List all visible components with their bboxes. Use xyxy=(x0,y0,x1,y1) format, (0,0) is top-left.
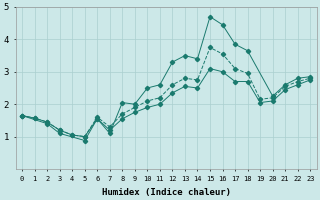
X-axis label: Humidex (Indice chaleur): Humidex (Indice chaleur) xyxy=(102,188,231,197)
